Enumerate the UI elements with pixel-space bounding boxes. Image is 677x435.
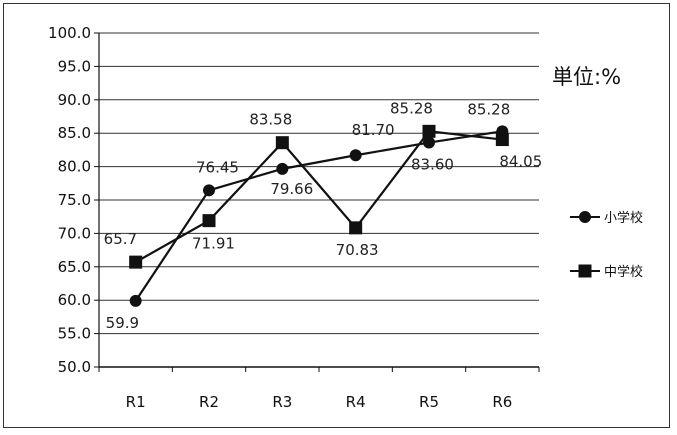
y-tick-label: 55.0 [58, 325, 91, 343]
data-label: 76.45 [196, 158, 239, 176]
data-point-2 [202, 214, 216, 228]
data-label: 84.05 [499, 153, 542, 171]
unit-label: 単位:% [552, 65, 621, 89]
data-point-2 [129, 255, 143, 269]
gridlines [99, 32, 539, 335]
data-label: 79.66 [270, 180, 313, 198]
x-tick-label: R1 [126, 393, 146, 411]
y-tick-label: 95.0 [58, 57, 91, 75]
data-point-1 [423, 136, 435, 149]
data-point-2 [349, 221, 363, 235]
data-point-1 [349, 149, 362, 162]
data-label: 85.28 [467, 100, 510, 118]
data-point-2 [495, 133, 509, 147]
data-point-1 [276, 162, 289, 175]
chart-frame: 50.0 55.0 60.0 65.0 70.0 75.0 80.0 85.0 90.0 95.0… [3, 3, 670, 428]
series [129, 124, 509, 307]
series-line-2 [135, 130, 503, 264]
legend-label: 中学校 [604, 264, 643, 280]
legend-marker [578, 264, 592, 278]
y-tick-label: 85.0 [58, 124, 91, 142]
y-tick-label: 65.0 [58, 258, 91, 276]
data-label: 81.70 [352, 121, 395, 139]
data-label: 70.83 [336, 241, 379, 259]
y-tick-label: 60.0 [58, 291, 91, 309]
data-label: 83.60 [411, 156, 454, 174]
line-chart: 50.0 55.0 60.0 65.0 70.0 75.0 80.0 85.0 90.0 95.0… [48, 24, 643, 411]
data-labels: 59.9 76.45 79.66 81.70 83.60 85.28 65.7 71.91 83… [104, 99, 543, 332]
x-tick-label: R3 [272, 393, 292, 411]
legend-label: 小学校 [604, 210, 643, 226]
y-tick-label: 75.0 [58, 191, 91, 209]
data-label: 83.58 [249, 111, 292, 129]
x-tick-label: R6 [492, 393, 512, 411]
data-label: 71.91 [192, 235, 235, 253]
y-tick-labels: 50.0 55.0 60.0 65.0 70.0 75.0 80.0 85.0 90.0 95.0… [48, 24, 91, 376]
y-tick-label: 100.0 [48, 24, 91, 42]
y-tick-label: 80.0 [58, 158, 91, 176]
data-point-1 [203, 184, 215, 197]
y-tick-label: 90.0 [58, 91, 91, 109]
series-line-1 [134, 130, 503, 302]
data-label: 59.9 [106, 314, 139, 332]
x-tick-label: R2 [199, 393, 219, 411]
data-point-2 [422, 124, 436, 138]
x-tick-label: R4 [346, 393, 366, 411]
x-tick-label: R5 [419, 393, 439, 411]
axes [94, 32, 540, 372]
legend-marker [579, 211, 591, 223]
data-label: 65.7 [104, 230, 137, 248]
y-tick-label: 50.0 [58, 358, 91, 376]
x-tick-labels: R1 R2 R3 R4 R5 R6 [126, 393, 513, 411]
data-point-1 [129, 294, 142, 307]
data-label: 85.28 [390, 99, 433, 117]
data-point-2 [275, 136, 289, 150]
y-tick-label: 70.0 [58, 224, 91, 242]
